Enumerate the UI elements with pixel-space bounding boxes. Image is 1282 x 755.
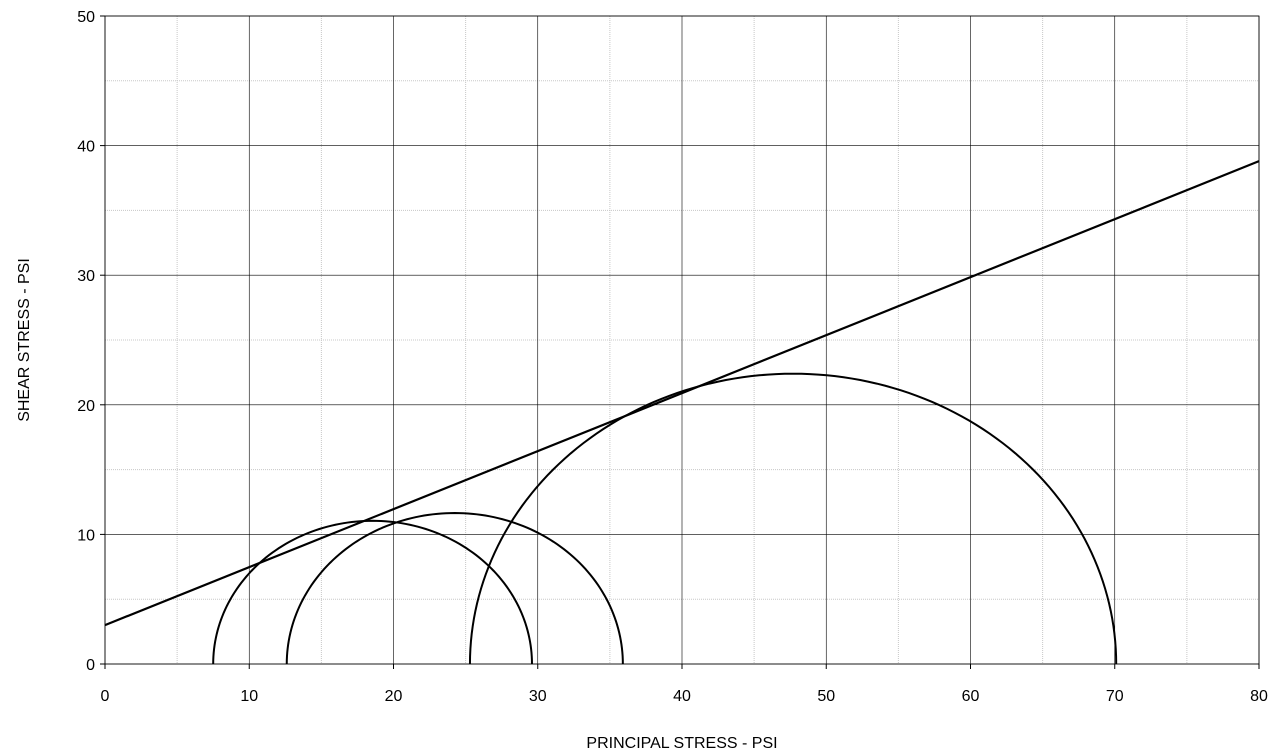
y-tick-label: 0: [86, 657, 95, 674]
x-tick-label: 10: [240, 688, 258, 705]
x-tick-label: 60: [962, 688, 980, 705]
y-tick-label: 10: [77, 527, 95, 544]
y-tick-labels: 0 10 20 30 40 50: [77, 9, 95, 674]
mohr-circles: [212, 372, 1118, 665]
failure-envelope-line: [104, 160, 1260, 627]
mohr-circle: [285, 512, 624, 665]
mohr-circle: [468, 372, 1118, 665]
x-tick-label: 40: [673, 688, 691, 705]
x-tick-label: 50: [817, 688, 835, 705]
x-tick-label: 0: [101, 688, 110, 705]
y-tick-label: 20: [77, 398, 95, 415]
y-tick-label: 50: [77, 9, 95, 26]
y-axis-title: SHEAR STRESS - PSI: [16, 258, 33, 422]
x-tick-label: 80: [1250, 688, 1268, 705]
x-tick-label: 30: [529, 688, 547, 705]
failure-envelope-group: [104, 160, 1260, 627]
x-tick-label: 20: [385, 688, 403, 705]
x-tick-label: 70: [1106, 688, 1124, 705]
mohr-circle: [212, 519, 533, 665]
plot-frame: [100, 15, 1260, 669]
x-axis-title: PRINCIPAL STRESS - PSI: [586, 735, 777, 752]
y-tick-label: 40: [77, 139, 95, 156]
y-tick-label: 30: [77, 268, 95, 285]
x-tick-labels: 0 10 20 30 40 50 60 70 80: [101, 688, 1268, 705]
